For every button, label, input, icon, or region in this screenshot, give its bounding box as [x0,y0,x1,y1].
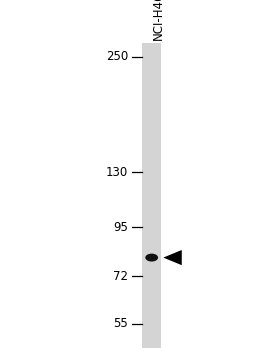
Text: 55: 55 [113,317,128,330]
Ellipse shape [145,254,158,262]
Text: NCI-H460: NCI-H460 [152,0,165,40]
Bar [142,43,161,348]
Polygon shape [163,250,182,265]
Text: 95: 95 [113,221,128,234]
Text: 72: 72 [113,270,128,283]
Text: 250: 250 [106,50,128,63]
Text: 130: 130 [106,165,128,178]
